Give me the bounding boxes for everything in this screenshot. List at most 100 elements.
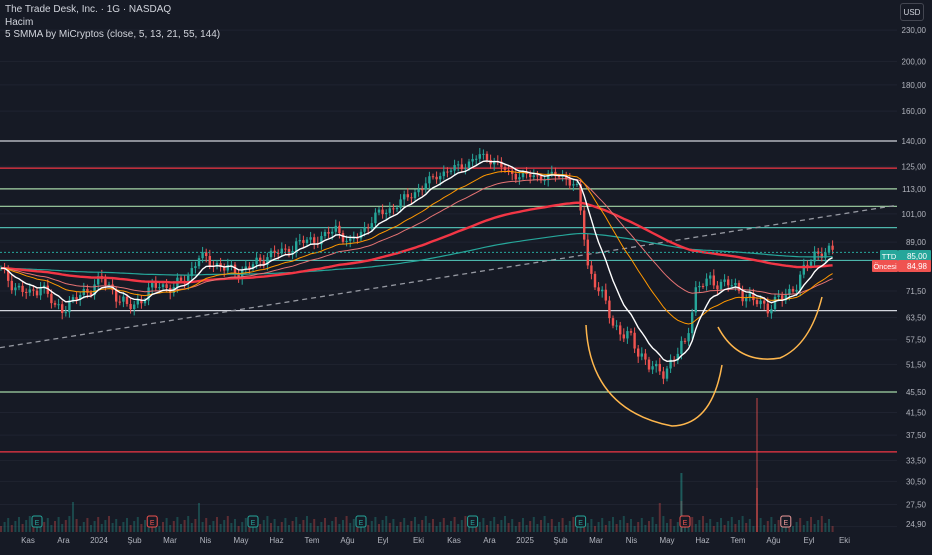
candle-body — [644, 353, 647, 360]
symbol-title[interactable]: The Trade Desk, Inc. · 1G · NASDAQ — [5, 4, 172, 15]
candle-body — [233, 264, 237, 275]
earnings-marker[interactable] — [31, 515, 43, 528]
smma-144-line[interactable] — [1, 232, 833, 276]
prev-price-badge[interactable] — [898, 260, 931, 272]
candle-body — [741, 290, 744, 302]
volume-bar — [396, 526, 398, 532]
smma-21-line[interactable] — [1, 178, 833, 295]
volume-bar — [259, 524, 262, 532]
volume-bar — [183, 520, 186, 532]
time-axis-label: Eki — [413, 536, 424, 545]
time-axis-label: Eki — [839, 536, 850, 545]
volume-bar — [417, 524, 420, 532]
volume-bar — [118, 526, 121, 532]
volume-bar — [320, 522, 323, 532]
last-price-badge[interactable] — [898, 250, 931, 262]
volume-bar — [633, 526, 636, 532]
price-axis-label: 37,50 — [906, 431, 927, 440]
earnings-marker[interactable] — [679, 515, 691, 528]
cup-drawing[interactable] — [585, 324, 723, 427]
candle-body — [187, 275, 190, 284]
volume-label[interactable]: Hacim — [5, 16, 34, 28]
volume-bar — [558, 522, 560, 532]
ticker-badge[interactable] — [880, 250, 898, 262]
volume-bar — [298, 524, 301, 532]
volume-bar — [212, 521, 215, 532]
volume-bar — [32, 523, 35, 532]
candle-body — [125, 296, 129, 304]
candle-body — [39, 287, 42, 296]
volume-bar — [349, 523, 352, 532]
smma-5-line[interactable] — [0, 160, 833, 363]
volume-bar — [698, 520, 701, 532]
currency-button[interactable]: USD — [900, 3, 924, 21]
volume-bar — [468, 523, 470, 532]
candle-body — [215, 263, 219, 267]
volume-bar — [547, 523, 550, 532]
candle-body — [475, 158, 478, 160]
candle-body — [295, 241, 298, 252]
earnings-marker[interactable] — [575, 515, 587, 528]
candle-body — [435, 176, 438, 180]
candle-body — [413, 192, 417, 199]
volume-bar — [165, 518, 168, 532]
earnings-marker[interactable] — [146, 515, 158, 528]
candle-body — [165, 284, 168, 289]
candle-body — [755, 300, 759, 305]
volume-bar — [630, 519, 632, 532]
volume-bar — [680, 473, 683, 532]
handle-drawing[interactable] — [717, 296, 823, 360]
volume-bar — [511, 519, 514, 532]
earnings-marker[interactable] — [780, 515, 792, 528]
earnings-marker[interactable] — [247, 515, 259, 528]
candle-body — [28, 289, 31, 293]
volume-bar — [90, 525, 92, 532]
prev-label-badge[interactable] — [872, 260, 898, 272]
candle-body — [529, 174, 532, 178]
volume-bar — [648, 521, 650, 532]
volume-bar — [622, 516, 625, 532]
volume-bar — [356, 526, 359, 532]
volume-bar — [586, 523, 589, 532]
earnings-marker[interactable] — [355, 515, 367, 528]
candle-body — [161, 284, 165, 288]
volume-bar — [568, 521, 571, 532]
smma-13-line[interactable] — [0, 171, 833, 325]
price-axis[interactable] — [897, 0, 932, 550]
candle-body — [784, 294, 787, 301]
smma-55-line[interactable] — [1, 201, 833, 284]
candle-body — [701, 286, 705, 288]
volume-bar — [478, 522, 481, 532]
earnings-marker[interactable] — [467, 515, 479, 528]
candle-body — [723, 279, 726, 282]
volume-bar — [723, 525, 726, 532]
candle-body — [334, 225, 337, 232]
volume-bar — [756, 398, 758, 532]
trendline[interactable] — [0, 204, 898, 349]
volume-bar — [684, 525, 686, 532]
candle-body — [197, 258, 201, 267]
candle-body — [367, 227, 370, 229]
volume-bar — [504, 516, 506, 532]
candle-body — [485, 153, 489, 160]
volume-bar — [820, 516, 823, 532]
time-axis[interactable] — [0, 532, 897, 550]
volume-bar — [752, 526, 755, 532]
volume-bar — [565, 525, 568, 532]
volume-bar — [828, 519, 830, 532]
candle-body — [154, 282, 157, 288]
candle-body — [439, 176, 442, 180]
volume-bar — [270, 523, 272, 532]
earnings-marker-label: E — [578, 520, 583, 527]
volume-bar — [97, 517, 100, 532]
volume-bar — [612, 517, 614, 532]
candle-body — [493, 161, 496, 165]
volume-bar — [666, 523, 668, 532]
indicator-label[interactable]: 5 SMMA by MiCryptos (close, 5, 13, 21, 5… — [5, 29, 221, 40]
candle-body — [89, 292, 93, 296]
candle-body — [745, 297, 748, 302]
chart-legend: The Trade Desk, Inc. · 1G · NASDAQ Hacim… — [5, 4, 220, 42]
candle-body — [381, 209, 384, 215]
